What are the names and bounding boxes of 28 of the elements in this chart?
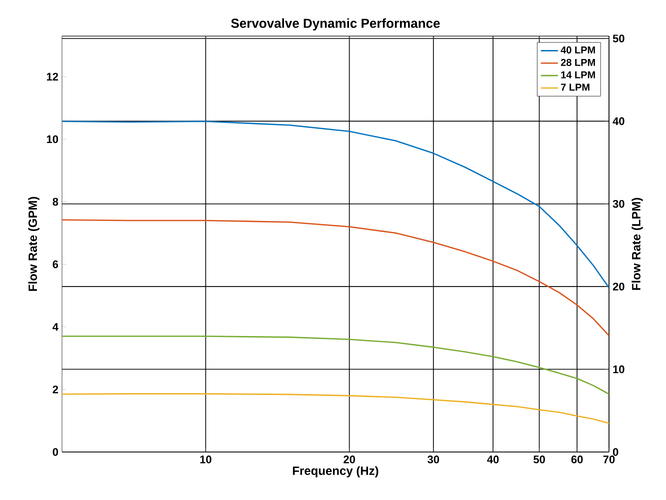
y-tick-label: 4 (52, 323, 58, 331)
x-tick-label: 30 (428, 456, 440, 464)
y2-tick-label: 30 (612, 200, 624, 208)
y-tick-label: 8 (52, 198, 58, 206)
x-tick-label: 70 (603, 456, 615, 464)
y-axis-title: Flow Rate (GPM) (28, 196, 40, 291)
x-tick-label: 40 (487, 456, 499, 464)
y-tick-label: 2 (52, 386, 58, 394)
legend-label: 14 LPM (561, 71, 595, 78)
legend-label: 40 LPM (560, 46, 595, 54)
x-tick-label: 60 (571, 456, 583, 464)
y2-tick-label: 0 (612, 448, 618, 456)
y-tick-label: 6 (52, 260, 58, 268)
y2-tick-label: 10 (613, 365, 624, 374)
y2-tick-label: 20 (612, 282, 624, 290)
y2-tick-label: 50 (612, 34, 624, 42)
y-tick-label: 12 (46, 72, 58, 80)
y-tick-label: 10 (46, 135, 58, 144)
y-tick-label: 0 (52, 448, 58, 456)
x-axis-title: Frequency (Hz) (292, 466, 378, 478)
y2-tick-label: 40 (612, 117, 624, 126)
chart-title: Servovalve Dynamic Performance (231, 18, 440, 30)
x-tick-label: 10 (200, 456, 212, 464)
x-tick-label: 50 (534, 456, 545, 464)
legend-label: 7 LPM (561, 84, 590, 91)
x-tick-label: 20 (344, 456, 355, 464)
legend-label: 28 LPM (560, 58, 595, 66)
y2-axis-title: Flow Rate (LPM) (632, 198, 643, 290)
